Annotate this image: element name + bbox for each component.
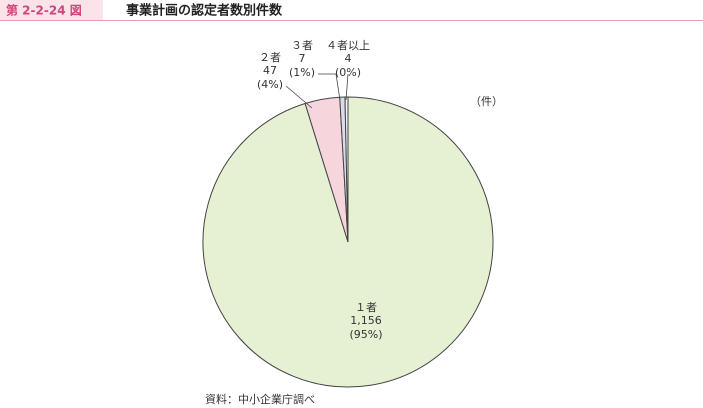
slice-value-label: 1,156 — [350, 314, 382, 327]
leader-line — [285, 85, 313, 109]
figure-title: 事業計画の認定者数別件数 — [126, 3, 283, 19]
slice-value-label: 47 — [263, 64, 277, 77]
leader-line — [318, 73, 341, 101]
slice-percent-label: (95%) — [349, 328, 382, 341]
slice-category-label: ２者 — [259, 51, 281, 64]
unit-label: （件） — [470, 95, 503, 108]
source-note: 資料：中小企業庁調べ — [205, 392, 315, 406]
slice-category-label: ４者以上 — [326, 39, 370, 52]
slice-percent-label: (4%) — [257, 78, 283, 91]
figure-number: 第 2-2-24 図 — [6, 3, 82, 18]
slice-percent-label: (0%) — [335, 66, 361, 79]
leader-line — [345, 73, 349, 101]
slice-percent-label: (1%) — [289, 66, 315, 79]
slice-value-label: 7 — [299, 52, 306, 65]
slice-category-label: ３者 — [291, 39, 313, 52]
header-badge — [0, 0, 103, 20]
slice-value-label: 4 — [345, 52, 352, 65]
slice-category-label: １者 — [355, 301, 377, 314]
